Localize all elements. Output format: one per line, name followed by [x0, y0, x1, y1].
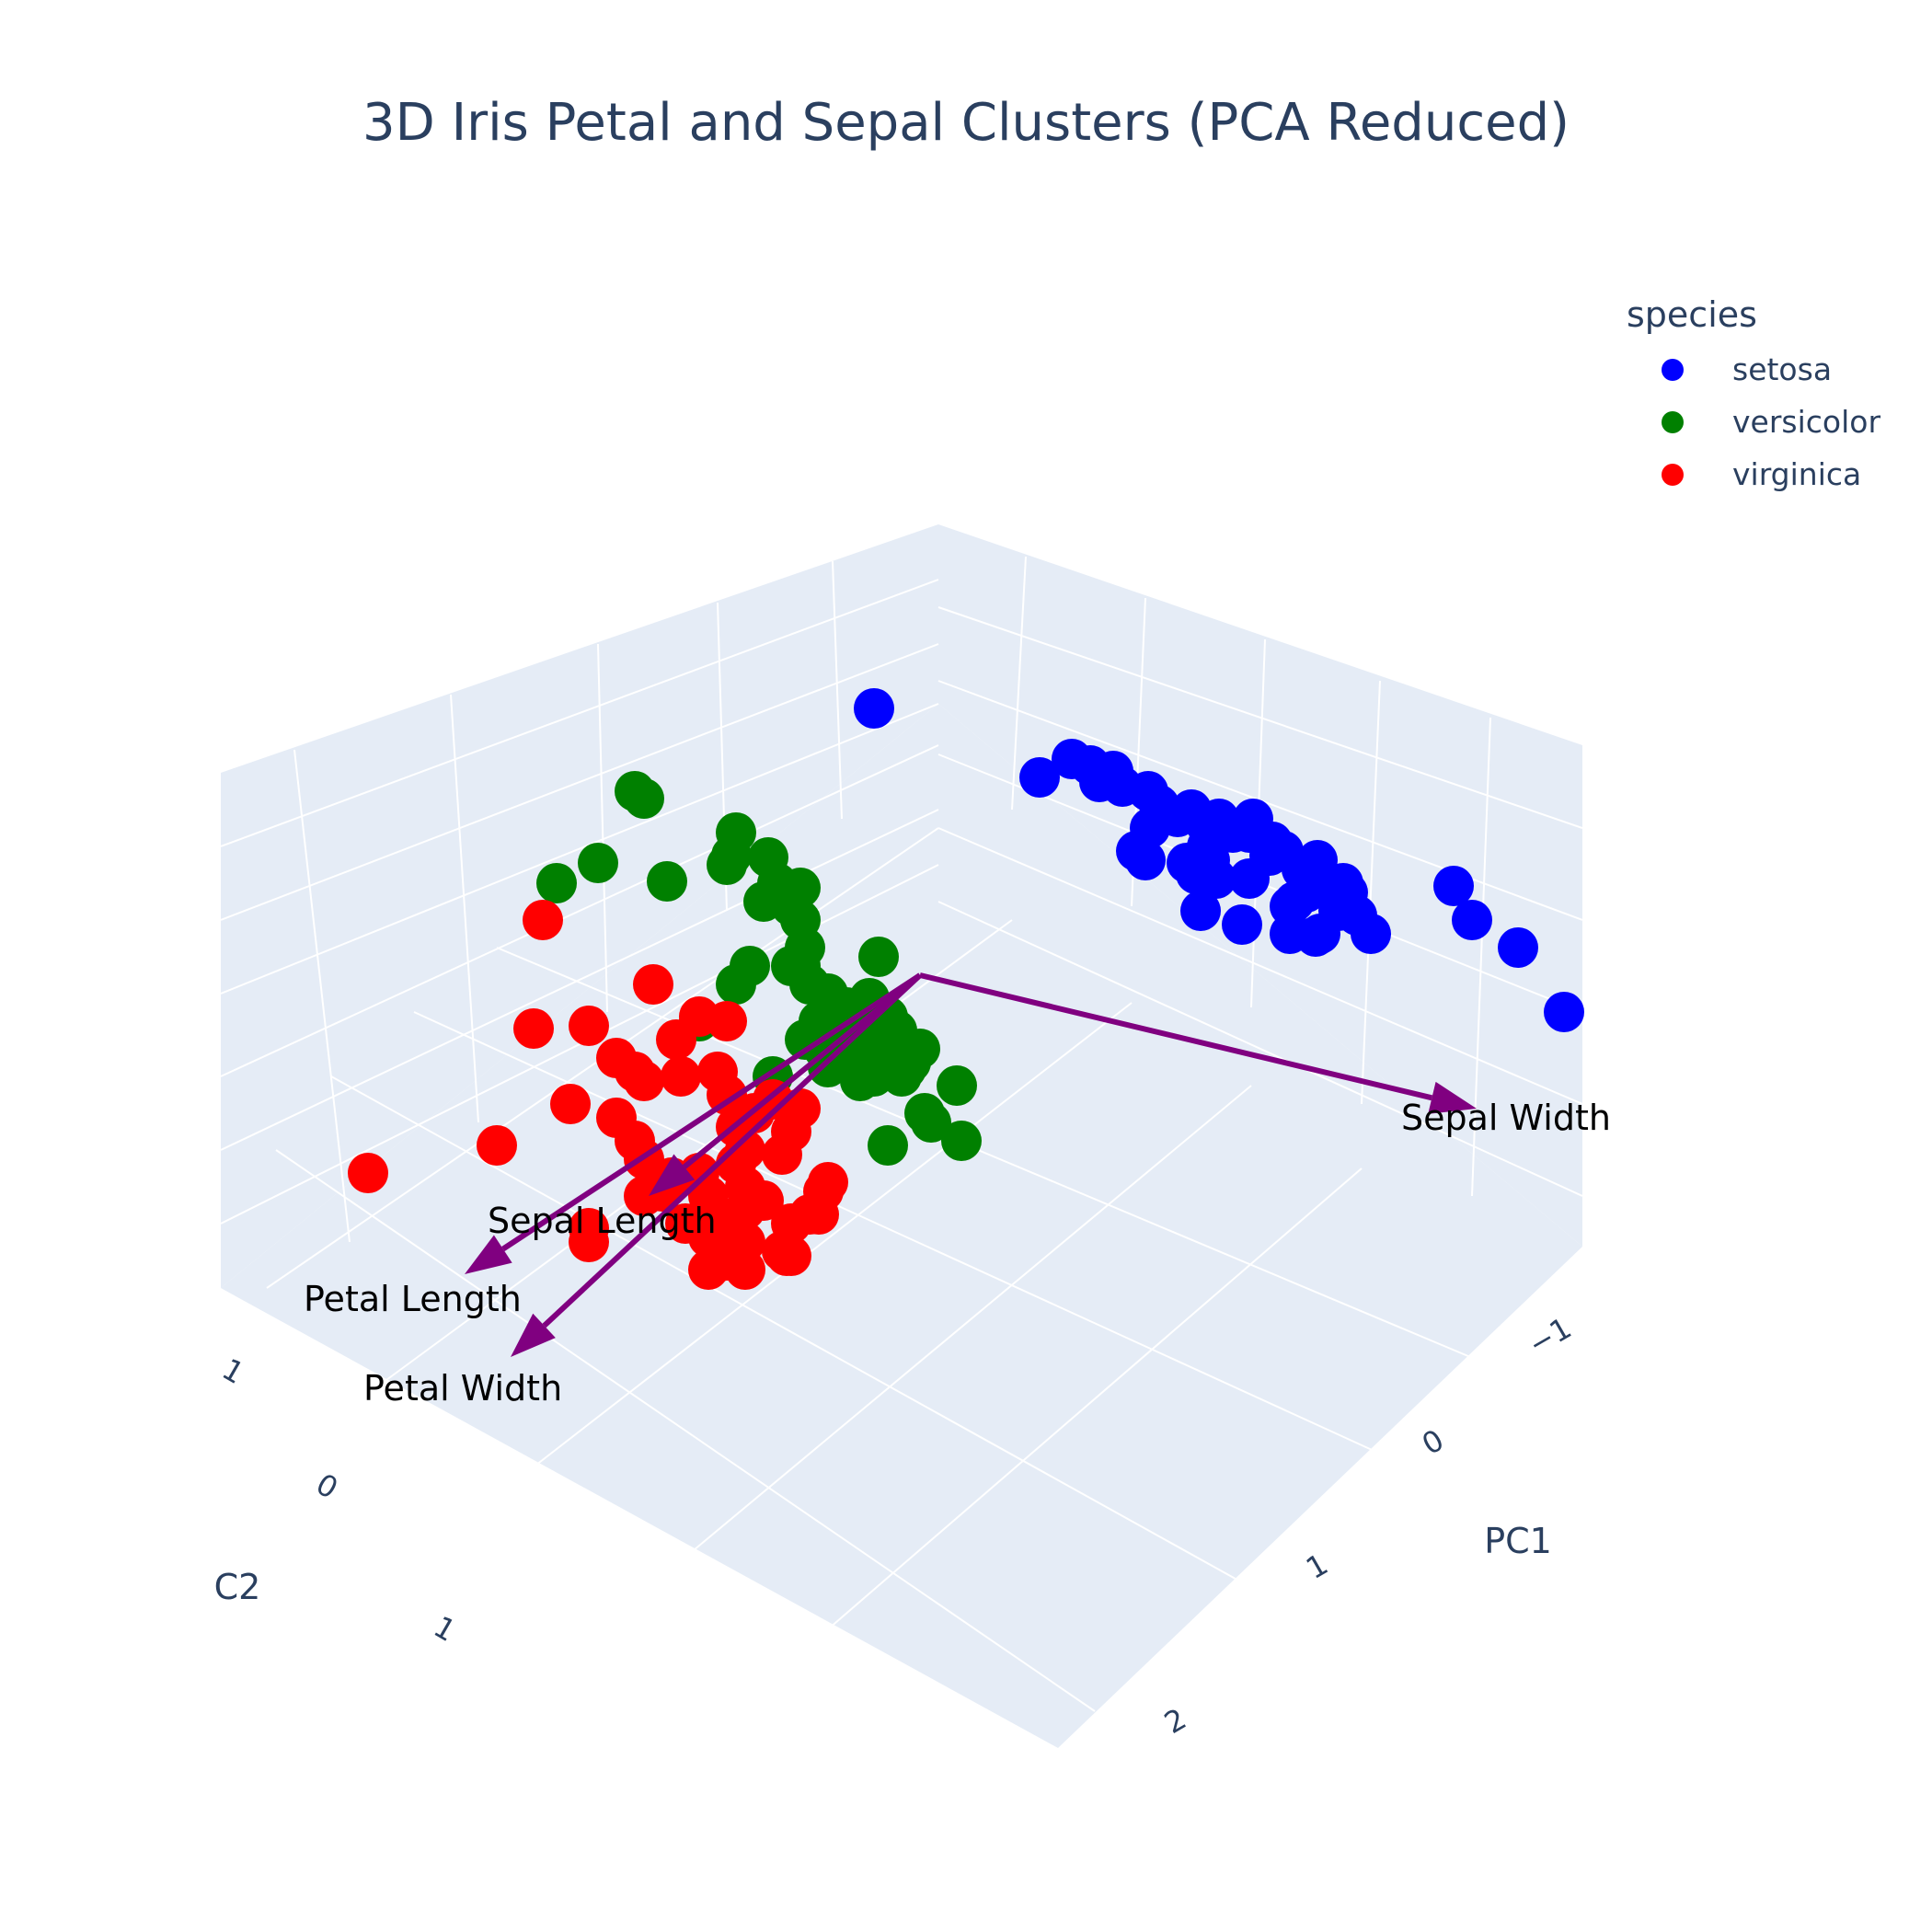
- legend-marker-setosa: [1662, 359, 1684, 381]
- point-setosa: [1222, 904, 1262, 945]
- point-virginica: [477, 1125, 517, 1166]
- floor-pane: [221, 704, 1582, 1748]
- point-virginica: [624, 1061, 664, 1101]
- y-axis-title: C2: [214, 1567, 261, 1607]
- loading-arrowhead-sepal-width: [1428, 1081, 1477, 1114]
- loading-vector-sepal-width: [919, 972, 1433, 1101]
- point-setosa: [1351, 914, 1391, 954]
- loading-vector-petal-width: [542, 972, 923, 1328]
- loading-arrowhead-petal-length: [465, 1235, 512, 1274]
- point-virginica: [725, 1249, 765, 1290]
- point-versicolor: [578, 843, 618, 883]
- loading-arrowhead-sepal-length: [649, 1154, 696, 1196]
- legend-label-setosa: setosa: [1732, 351, 1832, 387]
- legend-label-versicolor: versicolor: [1732, 404, 1880, 440]
- y-tick: 1: [216, 1351, 250, 1391]
- point-versicolor: [716, 964, 756, 1005]
- y-tick: 1: [428, 1609, 462, 1649]
- point-versicolor: [868, 1125, 908, 1166]
- point-setosa: [1229, 858, 1270, 899]
- x-tick: 2: [1158, 1701, 1192, 1741]
- loading-label-sepal-width: Sepal Width: [1401, 1098, 1611, 1138]
- point-versicolor: [911, 1102, 951, 1143]
- point-versicolor: [647, 861, 687, 902]
- legend-label-virginica: virginica: [1732, 456, 1861, 492]
- chart-title: 3D Iris Petal and Sepal Clusters (PCA Re…: [362, 93, 1570, 153]
- point-virginica: [762, 1134, 802, 1175]
- point-setosa: [1295, 916, 1336, 957]
- loading-labels: Sepal Width Sepal Length Petal Length Pe…: [304, 1098, 1611, 1409]
- loading-arrowhead-petal-width: [511, 1313, 556, 1357]
- point-setosa: [854, 688, 894, 729]
- point-versicolor: [707, 845, 747, 885]
- point-virginica: [762, 1231, 802, 1271]
- point-versicolor: [858, 937, 899, 977]
- point-virginica: [665, 1203, 706, 1244]
- legend-item-versicolor[interactable]: versicolor: [1662, 404, 1880, 440]
- point-setosa: [1544, 992, 1584, 1032]
- point-versicolor: [941, 1121, 982, 1161]
- legend-marker-versicolor: [1662, 411, 1684, 433]
- point-versicolor: [854, 1036, 894, 1076]
- point-setosa: [1452, 900, 1492, 940]
- point-setosa: [1433, 866, 1474, 906]
- point-virginica: [661, 1056, 701, 1097]
- point-virginica: [624, 1176, 664, 1216]
- point-setosa: [1180, 891, 1221, 931]
- point-versicolor: [937, 1065, 977, 1106]
- x-tick: −1: [1523, 1310, 1578, 1362]
- point-virginica: [569, 1222, 609, 1262]
- point-setosa: [1019, 757, 1060, 798]
- loading-label-petal-length: Petal Length: [304, 1279, 522, 1319]
- loading-vector-sepal-length: [682, 972, 922, 1169]
- point-virginica: [348, 1153, 388, 1193]
- point-virginica: [707, 1001, 747, 1041]
- x-axis-title: PC1: [1484, 1521, 1552, 1561]
- loading-label-petal-width: Petal Width: [363, 1368, 562, 1409]
- point-versicolor: [536, 863, 577, 903]
- legend: species setosa versicolor virginica: [1627, 294, 1880, 492]
- point-virginica: [523, 900, 563, 940]
- point-virginica: [799, 1194, 839, 1235]
- point-virginica: [550, 1084, 591, 1124]
- legend-item-setosa[interactable]: setosa: [1662, 351, 1832, 387]
- point-versicolor: [624, 778, 664, 819]
- y-tick: 0: [310, 1466, 344, 1506]
- point-virginica: [725, 1190, 765, 1230]
- point-versicolor: [886, 1049, 926, 1089]
- legend-title: species: [1627, 294, 1757, 335]
- point-setosa: [1498, 927, 1538, 968]
- point-virginica: [513, 1008, 554, 1049]
- legend-marker-virginica: [1662, 464, 1684, 486]
- x-tick: 0: [1416, 1422, 1450, 1462]
- point-setosa: [1252, 822, 1293, 862]
- point-virginica: [633, 964, 673, 1005]
- x-tick: 1: [1300, 1547, 1334, 1586]
- point-setosa: [1190, 840, 1230, 880]
- point-versicolor: [771, 886, 811, 926]
- point-setosa: [1116, 831, 1156, 871]
- legend-item-virginica[interactable]: virginica: [1662, 456, 1861, 492]
- loadings-layer: [465, 972, 1477, 1357]
- point-virginica: [569, 1006, 609, 1046]
- loading-vector-petal-length: [501, 972, 922, 1252]
- point-setosa: [1274, 881, 1315, 922]
- loading-label-sepal-length: Sepal Length: [488, 1201, 717, 1241]
- point-virginica: [688, 1176, 729, 1216]
- point-versicolor: [771, 946, 811, 986]
- back-left-pane: [221, 524, 938, 1288]
- point-setosa: [1305, 863, 1345, 903]
